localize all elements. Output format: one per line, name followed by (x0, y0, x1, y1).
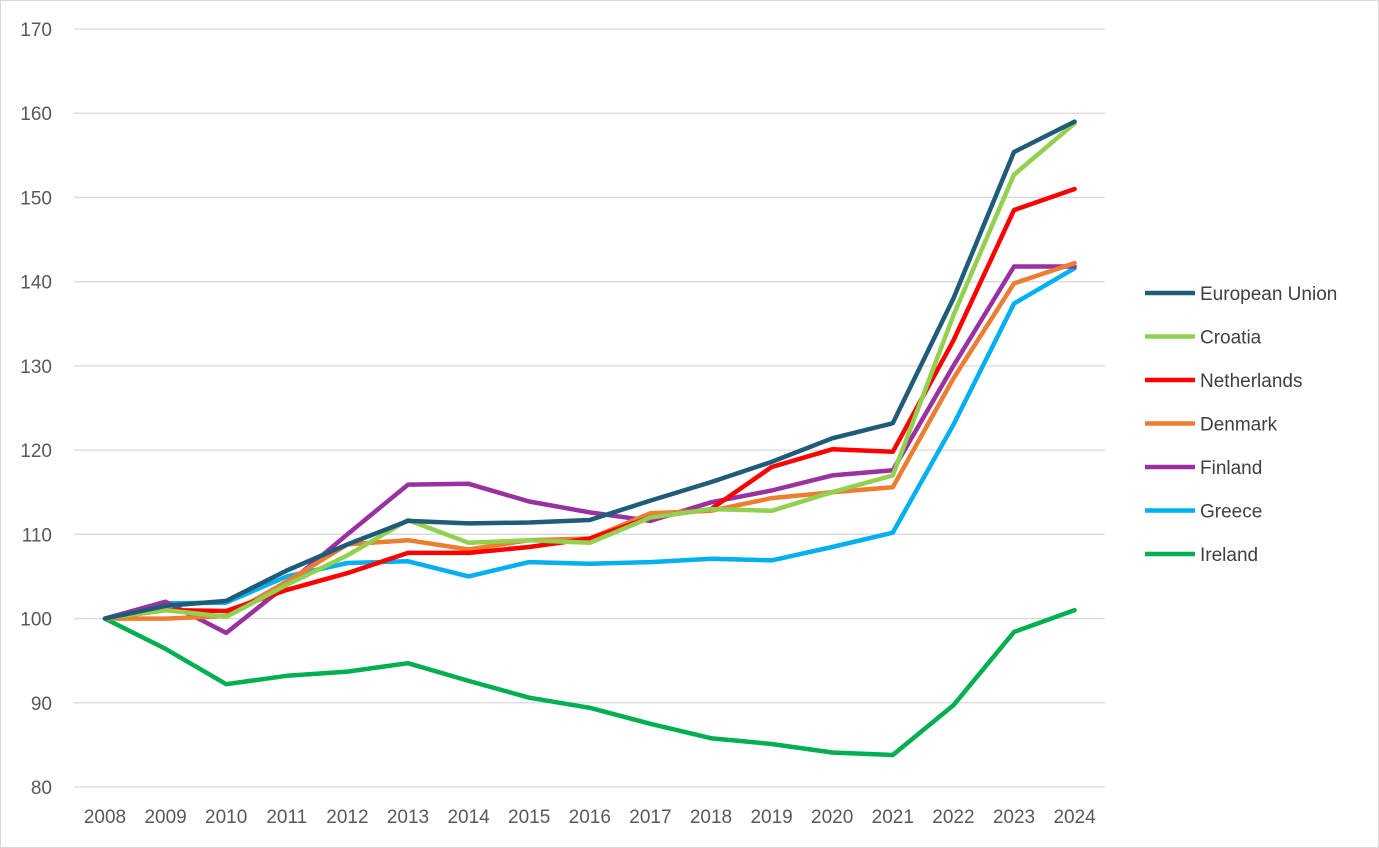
x-tick-label: 2010 (205, 807, 247, 828)
x-tick-label: 2018 (690, 807, 732, 828)
x-tick-label: 2008 (84, 807, 126, 828)
x-tick-label: 2016 (569, 807, 611, 828)
legend-label-netherlands: Netherlands (1200, 371, 1302, 392)
series-line-ireland (102, 607, 1077, 758)
legend-label-croatia: Croatia (1200, 328, 1262, 349)
x-tick-label: 2013 (387, 807, 429, 828)
x-tick-label: 2023 (993, 807, 1035, 828)
y-tick-label: 150 (20, 188, 52, 209)
y-tick-label: 100 (20, 610, 52, 631)
legend: European Union Croatia Netherlands Denmark F… (1145, 284, 1337, 566)
y-tick-label: 160 (20, 104, 52, 125)
series-line-finland (102, 264, 1077, 636)
gridlines (74, 28, 1105, 788)
y-tick-label: 110 (22, 525, 52, 546)
x-tick-label: 2011 (266, 807, 307, 828)
x-tick-label: 2015 (508, 807, 550, 828)
x-tick-label: 2020 (811, 807, 853, 828)
series-lines (102, 119, 1077, 758)
x-tick-label: 2014 (447, 807, 490, 828)
y-tick-label: 120 (20, 441, 52, 462)
legend-label-finland: Finland (1200, 458, 1262, 479)
x-tick-label: 2009 (144, 807, 186, 828)
x-tick-label: 2024 (1053, 807, 1096, 828)
legend-label-greece: Greece (1200, 502, 1262, 523)
series-line-croatia (102, 121, 1077, 621)
legend-label-denmark: Denmark (1200, 415, 1278, 436)
y-tick-label: 80 (31, 778, 52, 799)
y-tick-label: 130 (20, 357, 52, 378)
legend-label-european-union: European Union (1200, 284, 1337, 305)
y-axis-ticks: 80 90 100 110 120 130 140 150 160 170 (20, 20, 52, 799)
x-tick-label: 2022 (932, 807, 974, 828)
x-tick-label: 2019 (750, 807, 792, 828)
y-tick-label: 170 (20, 20, 52, 41)
y-tick-label: 90 (31, 694, 52, 715)
x-axis-ticks: 2008 2009 2010 2011 2012 2013 2014 2015 2016 2017… (84, 807, 1096, 828)
x-tick-label: 2021 (872, 807, 914, 828)
x-tick-label: 2012 (326, 807, 368, 828)
legend-label-ireland: Ireland (1200, 545, 1258, 566)
y-tick-label: 140 (20, 273, 52, 294)
series-line-greece (102, 265, 1077, 621)
series-line-european-union (102, 119, 1077, 621)
x-tick-label: 2017 (629, 807, 671, 828)
